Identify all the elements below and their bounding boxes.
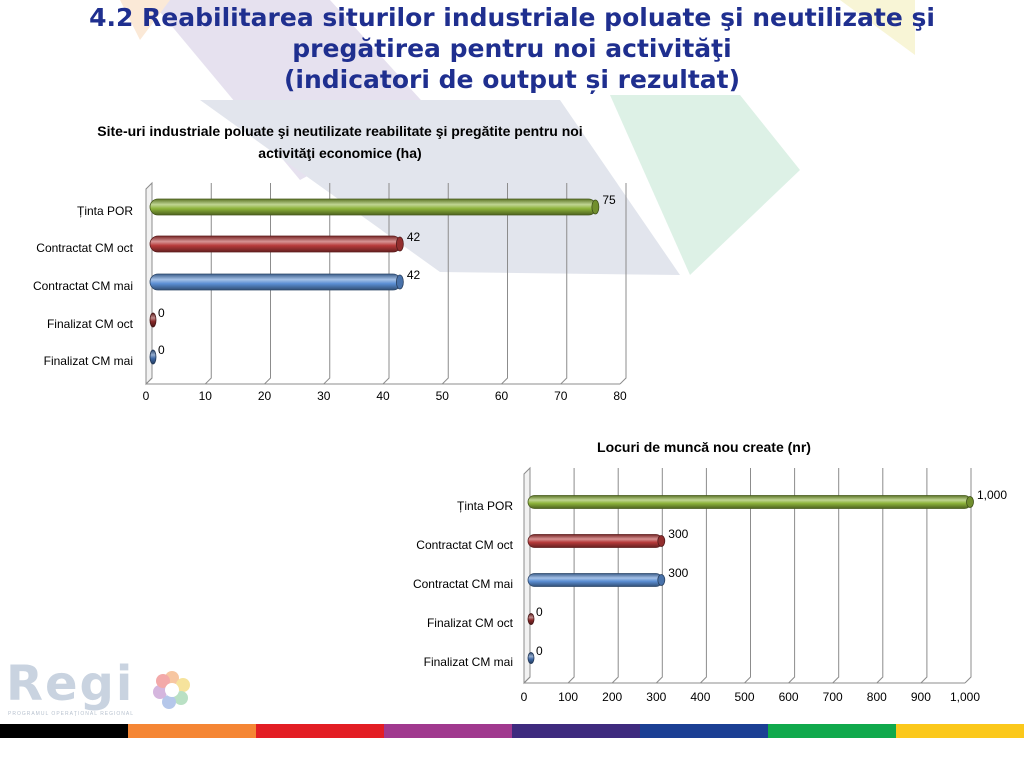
x-tick-label: 40 (376, 389, 390, 403)
bar (149, 273, 402, 291)
title-line-1: 4.2 Reabilitarea siturilor industriale p… (89, 3, 935, 32)
chart-title: Locuri de muncă nou create (nr) (597, 439, 811, 455)
category-label: Finalizat CM mai (44, 354, 133, 368)
x-tick-label: 50 (436, 389, 450, 403)
color-stripe (0, 724, 1024, 738)
data-label: 75 (602, 193, 616, 207)
stripe-segment (768, 724, 896, 738)
category-label: Finalizat CM oct (47, 317, 134, 331)
data-label: 0 (536, 644, 543, 658)
category-label: Finalizat CM oct (427, 616, 514, 630)
gridline (788, 468, 796, 684)
category-label: Contractat CM oct (416, 538, 513, 552)
category-label: Contractat CM mai (413, 577, 513, 591)
bar (527, 534, 663, 548)
gridline (501, 183, 508, 385)
stripe-segment (0, 724, 128, 738)
data-label: 42 (407, 268, 421, 282)
x-tick-label: 100 (558, 690, 578, 704)
data-label: 0 (158, 343, 165, 357)
bar (527, 613, 535, 625)
page-title: 4.2 Reabilitarea siturilor industriale p… (60, 2, 964, 95)
gridline (964, 468, 972, 684)
gridline (876, 468, 884, 684)
x-tick-label: 600 (779, 690, 799, 704)
x-tick-label: 60 (495, 389, 509, 403)
category-label: Finalizat CM mai (424, 655, 513, 669)
stripe-segment (896, 724, 1024, 738)
chart-title: activităţi economice (ha) (258, 145, 421, 161)
stripe-segment (256, 724, 384, 738)
bar (527, 652, 535, 664)
gridline (560, 183, 568, 385)
data-label: 0 (536, 605, 543, 619)
x-tick-label: 700 (823, 690, 843, 704)
x-tick-label: 0 (521, 690, 528, 704)
data-label: 1,000 (977, 488, 1007, 502)
category-label: Ținta POR (457, 499, 513, 513)
bar-end-cap (966, 496, 974, 508)
x-tick-label: 300 (646, 690, 666, 704)
gridline (619, 183, 627, 385)
flower-icon (153, 671, 190, 709)
title-line-2: pregătirea pentru noi activităţi (292, 34, 732, 63)
bar (149, 312, 157, 328)
data-label: 300 (668, 527, 688, 541)
chart-title: Site-uri industriale poluate şi neutiliz… (97, 123, 582, 139)
bar-end-cap (395, 236, 404, 252)
chart-jobs-created: 0 100 200 300 400 500 600 700 800 900 1,000 Locuri … (413, 439, 1007, 704)
gridline (744, 468, 751, 684)
bar-end-cap (591, 199, 600, 215)
x-tick-label: 20 (258, 389, 272, 403)
bar (527, 573, 663, 587)
x-tick-label: 1,000 (950, 690, 980, 704)
bar-end-cap (395, 274, 404, 290)
stripe-segment (128, 724, 256, 738)
gridline (441, 183, 449, 385)
x-tick-label: 400 (690, 690, 710, 704)
bg-shape-green (610, 95, 800, 275)
bar (149, 235, 402, 253)
x-tick-label: 900 (911, 690, 931, 704)
stripe-segment (512, 724, 640, 738)
x-tick-label: 30 (317, 389, 331, 403)
data-label: 42 (407, 230, 421, 244)
bg-shape-orange (120, 0, 170, 40)
bar (149, 349, 157, 365)
x-tick-label: 0 (143, 389, 150, 403)
chart-sites-ha: 0 10 20 30 40 50 60 70 80 Site-uri industriale po… (33, 123, 627, 403)
stripe-segment (640, 724, 768, 738)
gridline (700, 468, 707, 684)
bar (527, 495, 972, 509)
x-tick-label: 80 (613, 389, 627, 403)
x-tick-label: 10 (199, 389, 213, 403)
regio-logo: Regi PROGRAMUL OPERAŢIONAL REGIONAL (6, 656, 192, 722)
bar-end-cap (657, 535, 666, 547)
bg-shape-yellow (840, 0, 915, 55)
gridline (920, 468, 928, 684)
category-label: Ținta POR (77, 204, 133, 218)
gridline (832, 468, 840, 684)
stripe-segment (384, 724, 512, 738)
logo-subtext: PROGRAMUL OPERAŢIONAL REGIONAL (8, 711, 135, 717)
data-label: 0 (158, 306, 165, 320)
title-line-3: (indicatori de output și rezultat) (283, 65, 741, 94)
x-tick-label: 500 (734, 690, 754, 704)
bg-shape-grey (200, 100, 680, 275)
data-label: 300 (668, 566, 688, 580)
x-tick-label: 200 (602, 690, 622, 704)
bar-end-cap (657, 574, 666, 586)
category-label: Contractat CM mai (33, 279, 133, 293)
logo-text: Regi (6, 656, 135, 712)
x-tick-label: 800 (867, 690, 887, 704)
category-label: Contractat CM oct (36, 241, 133, 255)
x-tick-label: 70 (554, 389, 568, 403)
bar (149, 198, 597, 216)
